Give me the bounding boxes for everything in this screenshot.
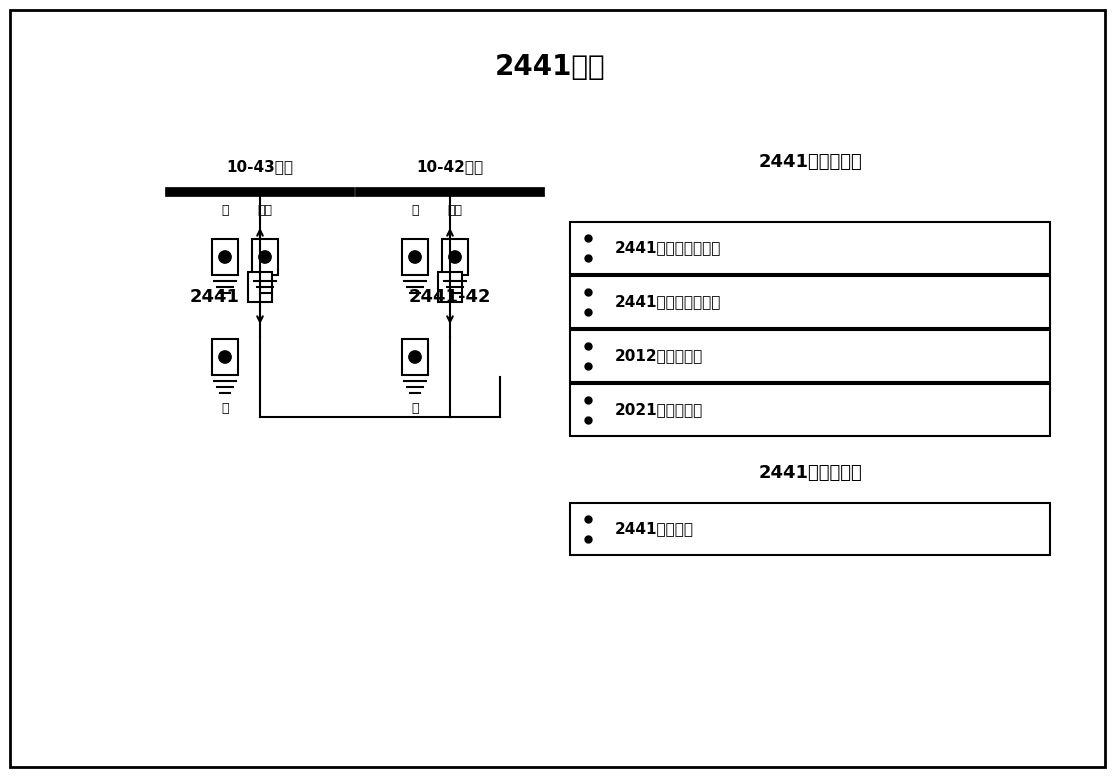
Text: 后: 后 <box>221 402 229 415</box>
Bar <box>442 239 468 274</box>
Text: 2441检修软压板: 2441检修软压板 <box>758 464 862 482</box>
Text: 10-43母线: 10-43母线 <box>226 159 293 174</box>
Bar <box>570 276 1050 328</box>
Text: 2012出口软压板: 2012出口软压板 <box>615 349 704 364</box>
Text: 前: 前 <box>221 204 229 217</box>
Bar <box>401 340 428 375</box>
Text: 前: 前 <box>411 204 419 217</box>
Circle shape <box>449 251 462 263</box>
Bar <box>212 340 239 375</box>
Text: 2441远方控制软压板: 2441远方控制软压板 <box>615 294 721 309</box>
Text: 2441保护软压板: 2441保护软压板 <box>758 153 862 171</box>
Bar <box>438 272 462 302</box>
Bar <box>248 272 272 302</box>
Bar <box>212 239 239 274</box>
Circle shape <box>409 251 421 263</box>
Bar <box>570 503 1050 555</box>
Text: 2441: 2441 <box>190 288 240 306</box>
Text: 后: 后 <box>411 402 419 415</box>
Bar <box>252 239 279 274</box>
Text: 2441检修压板: 2441检修压板 <box>615 521 694 536</box>
Text: 前下: 前下 <box>447 204 463 217</box>
Text: 2441分段备投软压板: 2441分段备投软压板 <box>615 241 721 256</box>
Circle shape <box>219 251 231 263</box>
Circle shape <box>219 351 231 363</box>
Text: 前下: 前下 <box>258 204 272 217</box>
Bar <box>570 222 1050 274</box>
Circle shape <box>259 251 271 263</box>
Circle shape <box>409 351 421 363</box>
Text: 2021出口软压板: 2021出口软压板 <box>615 402 704 417</box>
Bar <box>401 239 428 274</box>
Bar <box>570 330 1050 382</box>
Text: 2441母联: 2441母联 <box>495 53 605 81</box>
Bar <box>570 384 1050 436</box>
Text: 10-42母线: 10-42母线 <box>416 159 484 174</box>
Text: 2441-42: 2441-42 <box>409 288 492 306</box>
